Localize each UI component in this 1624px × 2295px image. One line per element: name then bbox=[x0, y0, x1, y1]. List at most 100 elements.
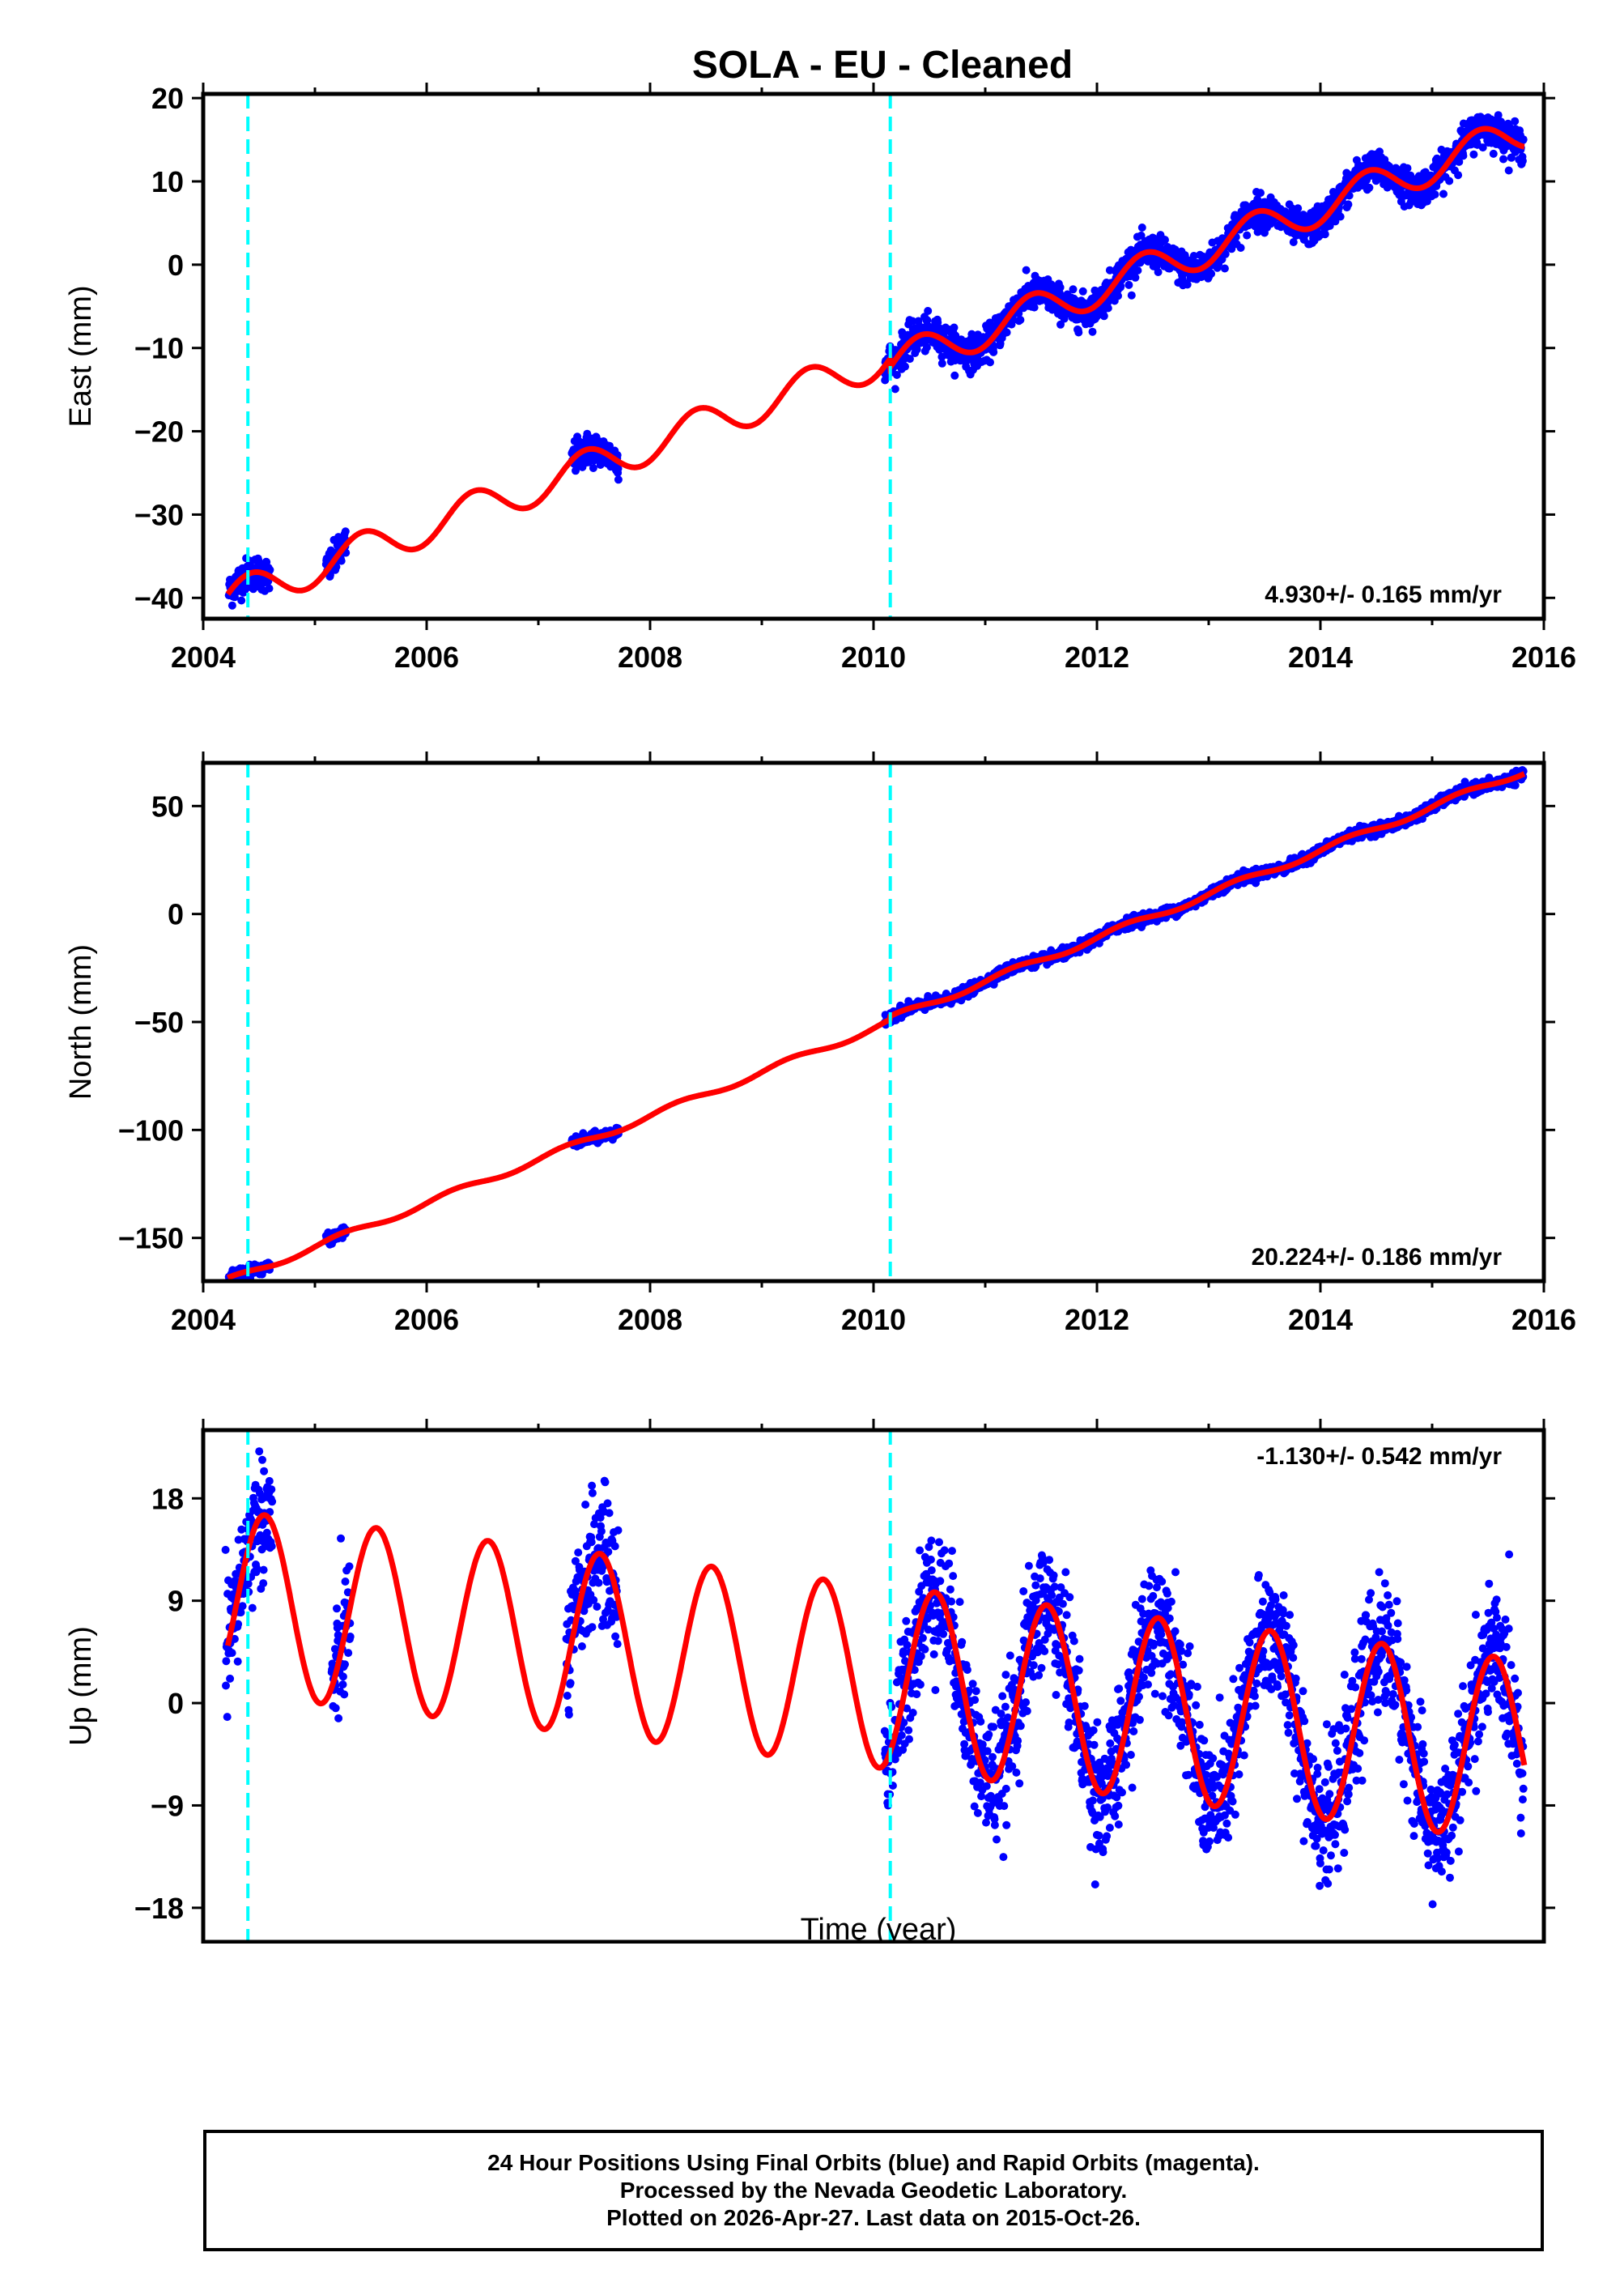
east-data-point bbox=[1403, 164, 1412, 172]
east-y-axis-label: East (mm) bbox=[64, 285, 98, 427]
east-model-fit-line bbox=[225, 126, 1525, 596]
east-data-point bbox=[1499, 155, 1507, 164]
east-data-point bbox=[1127, 291, 1136, 300]
east-data-point bbox=[1511, 117, 1520, 126]
east-data-group bbox=[224, 111, 1528, 610]
north-y-tick-label: 50 bbox=[151, 790, 184, 823]
east-data-point bbox=[1183, 280, 1192, 289]
east-data-point bbox=[265, 584, 274, 593]
north-x-tick-label: 2004 bbox=[171, 1303, 236, 1336]
north-x-tick-label: 2010 bbox=[841, 1303, 906, 1336]
up-data-point bbox=[611, 1632, 620, 1641]
east-data-point bbox=[337, 556, 346, 565]
east-x-tick-label: 2010 bbox=[841, 641, 906, 674]
east-data-point bbox=[1137, 224, 1146, 232]
east-x-tick-label: 2004 bbox=[171, 641, 236, 674]
up-data-point bbox=[912, 1690, 921, 1699]
east-data-point bbox=[1069, 285, 1078, 294]
up-data-point bbox=[916, 1680, 925, 1689]
up-data-point bbox=[258, 1455, 266, 1464]
east-data-point bbox=[1133, 266, 1142, 275]
up-data-point bbox=[916, 1652, 925, 1661]
north-x-tick-label: 2008 bbox=[618, 1303, 682, 1336]
east-data-point bbox=[922, 343, 931, 351]
east-y-tick-label: 0 bbox=[168, 249, 184, 282]
up-data-point bbox=[577, 1642, 586, 1650]
east-data-point bbox=[1289, 238, 1298, 246]
up-data-point bbox=[337, 1534, 345, 1543]
up-data-point bbox=[345, 1562, 354, 1571]
east-data-point bbox=[1022, 266, 1031, 275]
east-data-point bbox=[1445, 177, 1454, 185]
north-y-tick-label: −50 bbox=[134, 1006, 184, 1039]
east-data-point bbox=[1161, 236, 1169, 245]
up-data-point bbox=[341, 1578, 350, 1586]
east-data-point bbox=[1002, 328, 1011, 337]
up-data-point bbox=[340, 1690, 349, 1699]
east-data-point bbox=[933, 318, 942, 327]
east-data-point bbox=[924, 307, 933, 315]
east-data-point bbox=[908, 317, 917, 326]
east-x-tick-label: 2014 bbox=[1288, 641, 1353, 674]
east-data-point bbox=[606, 441, 614, 450]
east-data-point bbox=[1103, 304, 1112, 313]
north-x-tick-label: 2012 bbox=[1065, 1303, 1129, 1336]
up-data-point bbox=[908, 1709, 917, 1717]
up-data-point bbox=[338, 1672, 347, 1681]
east-y-tick-label: 20 bbox=[151, 82, 184, 115]
east-data-point bbox=[230, 593, 239, 602]
up-data-point bbox=[563, 1692, 572, 1700]
up-data-point bbox=[253, 1564, 261, 1573]
up-data-point bbox=[594, 1578, 603, 1587]
east-data-point bbox=[1114, 292, 1122, 300]
up-data-point bbox=[588, 1623, 597, 1632]
up-data-point bbox=[268, 1497, 277, 1506]
east-data-point bbox=[1207, 270, 1216, 278]
east-data-point bbox=[891, 385, 899, 394]
east-y-tick-label: −10 bbox=[134, 332, 184, 365]
east-data-point bbox=[950, 323, 959, 332]
up-data-point bbox=[564, 1710, 573, 1719]
east-data-point bbox=[1469, 150, 1478, 159]
east-data-point bbox=[1030, 303, 1039, 312]
up-data-point bbox=[226, 1674, 235, 1683]
east-data-point bbox=[1439, 189, 1448, 198]
east-data-point bbox=[1325, 221, 1334, 230]
chart-title: SOLA - EU - Cleaned bbox=[692, 44, 1073, 87]
east-data-point bbox=[1189, 252, 1198, 260]
east-data-point bbox=[266, 565, 274, 574]
north-y-axis-label: North (mm) bbox=[64, 944, 98, 1100]
north-y-tick-label: 0 bbox=[168, 898, 184, 931]
east-data-point bbox=[1014, 309, 1023, 317]
east-data-point bbox=[1074, 328, 1083, 337]
east-data-point bbox=[989, 347, 998, 356]
east-data-point bbox=[1454, 171, 1463, 180]
east-data-point bbox=[1220, 264, 1229, 273]
east-data-point bbox=[1137, 231, 1146, 240]
east-data-point bbox=[1099, 312, 1108, 321]
up-data-point bbox=[221, 1545, 230, 1554]
east-data-point bbox=[1088, 327, 1097, 336]
east-data-point bbox=[892, 371, 901, 379]
up-data-point bbox=[260, 1467, 269, 1475]
east-x-tick-label: 2006 bbox=[394, 641, 459, 674]
east-data-point bbox=[1116, 282, 1125, 291]
up-data-point bbox=[610, 1542, 619, 1551]
east-data-point bbox=[986, 358, 994, 367]
up-data-point bbox=[603, 1499, 612, 1508]
east-data-point bbox=[905, 355, 914, 364]
east-x-tick-label: 2008 bbox=[618, 641, 682, 674]
up-data-point bbox=[920, 1645, 929, 1654]
up-data-point bbox=[227, 1649, 236, 1658]
east-data-point bbox=[1519, 135, 1528, 144]
east-data-point bbox=[1256, 189, 1265, 198]
up-data-point bbox=[255, 1447, 264, 1456]
north-x-tick-label: 2016 bbox=[1511, 1303, 1576, 1336]
east-data-point bbox=[589, 464, 597, 472]
east-data-point bbox=[1518, 156, 1527, 165]
up-data-point bbox=[613, 1640, 622, 1649]
east-x-tick-label: 2016 bbox=[1511, 641, 1576, 674]
north-data-point bbox=[1511, 781, 1520, 790]
east-data-point bbox=[1236, 244, 1245, 252]
east-data-point bbox=[341, 527, 350, 536]
